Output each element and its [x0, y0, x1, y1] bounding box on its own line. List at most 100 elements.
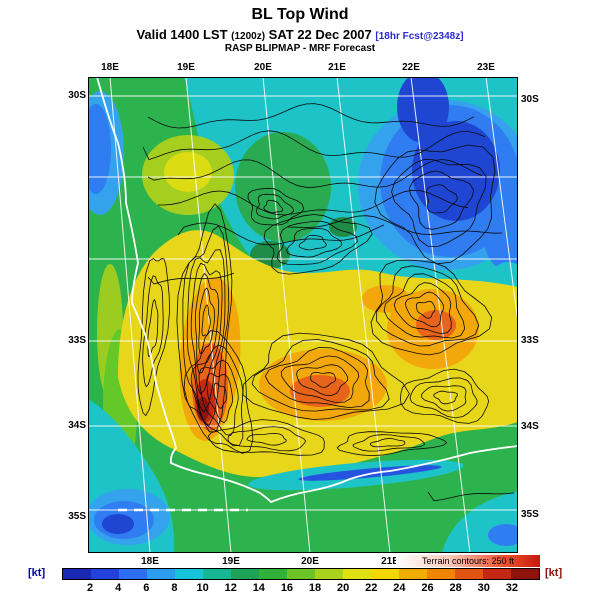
- colorbar-segment: [371, 569, 399, 579]
- terrain-contour-line: [409, 170, 474, 230]
- colorbar-tick: 2: [87, 582, 94, 594]
- colorbar-segment: [259, 569, 287, 579]
- colorbar-tick: 4: [115, 582, 122, 594]
- colorbar-segment: [343, 569, 371, 579]
- terrain-contour-line: [207, 419, 325, 456]
- terrain-contour-line: [190, 344, 244, 447]
- terrain-contour-line: [246, 432, 287, 446]
- terrain-contour-line: [415, 300, 436, 319]
- terrain-contour-line: [280, 355, 360, 403]
- lat-label-right: 34S: [521, 421, 539, 432]
- lon-label-bottom: 18E: [141, 556, 159, 567]
- colorbar-tick: 20: [337, 582, 350, 594]
- colorbar-tick: 24: [393, 582, 406, 594]
- terrain-contour-line: [286, 227, 342, 258]
- terrain-contour-line: [400, 368, 490, 424]
- terrain-contour-line: [264, 347, 370, 409]
- terrain-contour-line: [263, 199, 284, 214]
- colorbar-tick: 30: [477, 582, 490, 594]
- coastline: [96, 76, 519, 504]
- model-line: RASP BLIPMAP - MRF Forecast: [224, 43, 376, 54]
- colorbar-segment: [91, 569, 119, 579]
- terrain-contour-line: [183, 330, 254, 454]
- colorbar-tick: 10: [196, 582, 209, 594]
- unit-label-left: [kt]: [28, 567, 46, 579]
- forecast-map-canvas: [76, 71, 549, 554]
- lon-label-top: 23E: [477, 62, 495, 73]
- valid-zulu-time: (1200z): [231, 31, 266, 42]
- colorbar-segment: [119, 569, 147, 579]
- map-border: [88, 77, 518, 553]
- colorbar-segment: [287, 569, 315, 579]
- terrain-contour-line: [158, 189, 469, 216]
- terrain-contour-line: [227, 426, 307, 452]
- colorbar-tick: 12: [224, 582, 237, 594]
- lon-label-top: 22E: [402, 62, 420, 73]
- colorbar-tick: 6: [143, 582, 150, 594]
- terrain-contours: [137, 103, 515, 502]
- terrain-contour-line: [433, 390, 458, 405]
- lat-label-left: 33S: [68, 335, 86, 346]
- forecast-run-text: [18hr Fcst@2348z]: [375, 31, 464, 42]
- terrain-contour-line: [206, 373, 233, 424]
- colorbar-segment: [147, 569, 175, 579]
- terrain-contour-line: [369, 438, 406, 448]
- terrain-contour-line: [147, 298, 159, 357]
- unit-label-right: [kt]: [545, 567, 563, 579]
- terrain-contour-line: [147, 103, 475, 129]
- terrain-contour-line: [391, 158, 487, 247]
- page-title: BL Top Wind: [251, 6, 349, 23]
- terrain-contour-line: [247, 187, 305, 226]
- terrain-contour-line: [405, 291, 445, 328]
- colorbar-segment: [63, 569, 91, 579]
- terrain-contour-line: [376, 265, 480, 347]
- colorbar-segment: [455, 569, 483, 579]
- lat-label-right: 35S: [521, 509, 539, 520]
- wind-speed-colorbar: [62, 568, 540, 580]
- colorbar-segment: [483, 569, 511, 579]
- terrain-contour-line: [142, 130, 486, 161]
- terrain-contour-line: [186, 249, 226, 413]
- colorbar-tick: 16: [280, 582, 294, 594]
- terrain-contour-line: [296, 364, 349, 396]
- lat-label-left: 34S: [68, 420, 86, 431]
- terrain-contour-line: [427, 491, 515, 502]
- terrain-contour-line: [147, 272, 235, 285]
- lon-label-bottom: 20E: [301, 556, 319, 567]
- colorbar-segment: [175, 569, 203, 579]
- colorbar-segment: [427, 569, 455, 579]
- lon-label-bottom: 21E: [381, 556, 399, 567]
- colorbar-tick: 32: [505, 582, 518, 594]
- terrain-contour-line: [425, 184, 458, 214]
- terrain-contour-line: [182, 225, 230, 426]
- colorbar-segment: [511, 569, 539, 579]
- terrain-contour-line: [383, 273, 466, 339]
- forecast-map: [76, 71, 549, 554]
- terrain-contour-line: [147, 159, 483, 188]
- colorbar-segment: [231, 569, 259, 579]
- lon-label-top: 19E: [177, 62, 195, 73]
- terrain-contour-line: [352, 434, 425, 452]
- valid-time-line: Valid 1400 LST (1200z) SAT 22 Dec 2007 […: [0, 27, 600, 42]
- lat-label-left: 30S: [68, 90, 86, 101]
- terrain-contour-line: [263, 214, 373, 275]
- terrain-contour-line: [276, 220, 358, 265]
- terrain-contour-line: [198, 287, 216, 354]
- colorbar-segment: [399, 569, 427, 579]
- colorbar-tick: 14: [252, 582, 265, 594]
- terrain-contour-line: [242, 332, 410, 420]
- colorbar-tick: 8: [171, 582, 178, 594]
- terrain-contour-line: [421, 385, 467, 412]
- terrain-contour-line: [194, 272, 220, 374]
- colorbar-segment: [203, 569, 231, 579]
- terrain-contour-line: [198, 359, 239, 436]
- colorbar-tick: 22: [365, 582, 378, 594]
- terrain-contour-note: Terrain contours: 250 ft: [396, 555, 540, 567]
- lat-label-right: 33S: [521, 335, 539, 346]
- colorbar-tick: 18: [308, 582, 322, 594]
- terrain-contour-line: [409, 377, 478, 419]
- lon-label-top: 21E: [328, 62, 346, 73]
- terrain-contour-line: [213, 382, 227, 409]
- terrain-contour-line: [251, 339, 390, 412]
- colorbar-tick: 28: [449, 582, 462, 594]
